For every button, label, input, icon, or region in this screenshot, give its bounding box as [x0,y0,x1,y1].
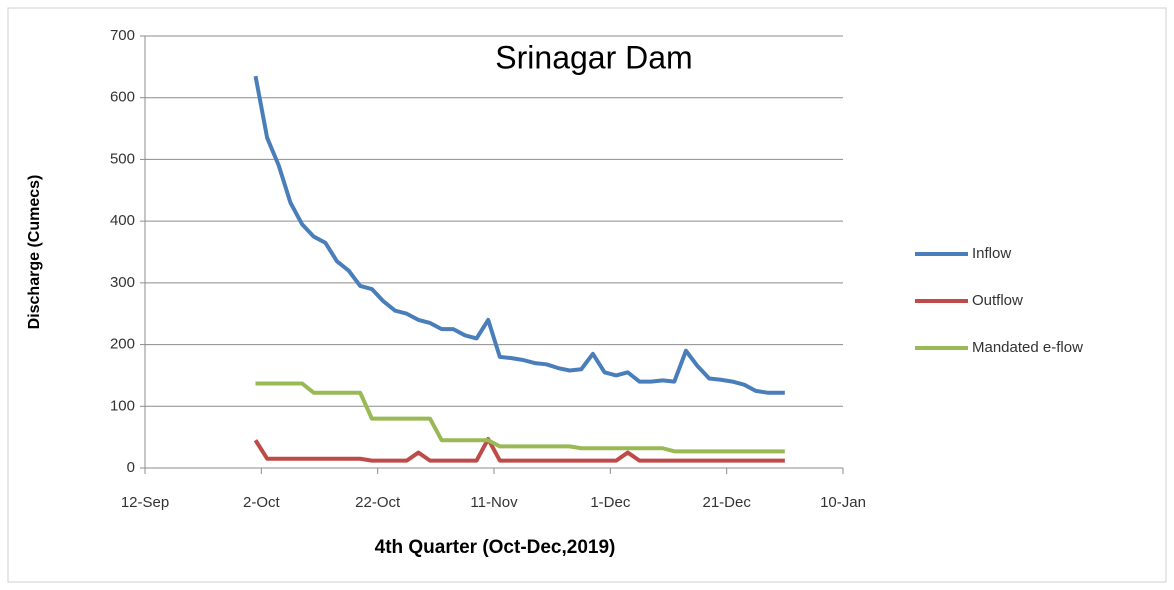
y-tick-label: 300 [110,274,135,291]
y-tick-label: 400 [110,212,135,229]
y-tick-label: 100 [110,397,135,414]
y-tick-label: 500 [110,150,135,167]
x-tick-label: 21-Dec [702,494,751,511]
chart-border [7,7,1167,583]
x-tick-label: 1-Dec [590,494,631,511]
series-line [253,75,785,395]
series-line [253,436,785,463]
x-tick-label: 12-Sep [121,494,169,511]
y-tick-label: 200 [110,336,135,353]
y-tick-label: 0 [127,459,135,476]
y-tick-label: 700 [110,27,135,44]
series-line [255,381,785,454]
x-tick-label: 22-Oct [355,494,401,511]
y-tick-label: 600 [110,89,135,106]
x-axis-title: 4th Quarter (Oct-Dec,2019) [375,537,616,558]
y-axis-title: Discharge (Cumecs) [26,175,43,330]
chart-title: Srinagar Dam [495,39,692,75]
legend-label: Outflow [972,292,1023,309]
x-tick-label: 10-Jan [820,494,866,511]
legend-label: Mandated e-flow [972,339,1083,356]
legend-label: Inflow [972,245,1011,262]
x-tick-label: 2-Oct [243,494,281,511]
x-tick-label: 11-Nov [470,494,518,511]
